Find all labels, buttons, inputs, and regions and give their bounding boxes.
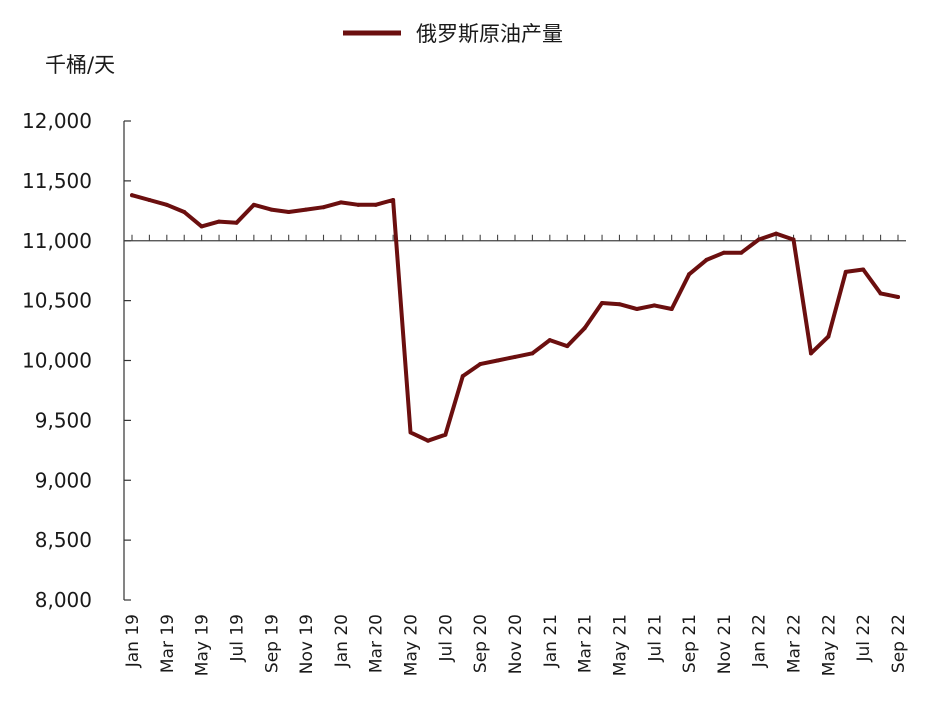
data-point xyxy=(896,295,900,300)
data-point xyxy=(164,202,169,207)
x-tick-label: Mar 19 xyxy=(158,614,178,673)
legend: 俄罗斯原油产量 xyxy=(343,22,563,46)
data-point xyxy=(199,224,204,229)
data-point xyxy=(321,205,326,210)
data-point xyxy=(547,338,552,343)
data-point xyxy=(338,200,343,205)
x-tick-label: Jan 19 xyxy=(123,614,143,668)
data-point xyxy=(373,202,378,207)
x-tick-label: Jul 19 xyxy=(227,614,247,663)
data-point xyxy=(582,326,587,331)
data-point xyxy=(478,362,483,367)
x-tick-label: Jul 21 xyxy=(645,614,665,663)
y-unit-label: 千桶/天 xyxy=(45,53,115,77)
data-point xyxy=(843,269,848,274)
x-tick-label: Jul 20 xyxy=(436,614,456,663)
data-point xyxy=(513,354,517,359)
y-tick-label: 12,000 xyxy=(22,109,92,133)
data-point xyxy=(286,210,291,215)
data-point xyxy=(721,250,726,255)
data-point xyxy=(130,193,134,198)
y-tick-label: 10,000 xyxy=(22,349,92,373)
x-tick-label: Sep 19 xyxy=(262,614,282,673)
x-tick-label: May 19 xyxy=(193,614,213,676)
x-tick-label: Sep 21 xyxy=(680,614,700,673)
x-tick-label: Jan 22 xyxy=(750,614,770,668)
data-point xyxy=(217,219,222,224)
data-point xyxy=(861,267,866,272)
y-tick-label: 10,500 xyxy=(22,289,92,313)
x-tick-label: Jan 20 xyxy=(332,614,352,668)
data-point xyxy=(530,351,535,356)
x-tick-label: May 22 xyxy=(819,614,839,676)
y-tick-label: 11,500 xyxy=(22,169,92,193)
y-tick-label: 8,000 xyxy=(35,588,92,612)
x-tick-label: Mar 20 xyxy=(367,614,387,673)
y-tick-label: 9,000 xyxy=(35,468,92,492)
data-point xyxy=(704,257,709,262)
x-tick-label: May 20 xyxy=(402,614,422,676)
x-tick-label: Nov 20 xyxy=(506,614,526,674)
data-point xyxy=(791,237,796,242)
data-point xyxy=(460,374,465,379)
y-tick-label: 9,500 xyxy=(35,408,92,432)
data-point xyxy=(182,210,187,215)
data-point xyxy=(652,303,657,308)
x-tick-label: Jan 21 xyxy=(541,614,561,668)
data-point xyxy=(878,291,883,296)
data-point xyxy=(443,432,448,437)
data-point xyxy=(687,272,692,277)
data-point xyxy=(565,344,570,349)
data-point xyxy=(826,334,831,339)
data-point xyxy=(774,231,779,236)
data-point xyxy=(304,207,309,212)
x-tick-label: Mar 21 xyxy=(576,614,596,673)
x-tick-label: Sep 22 xyxy=(889,614,909,673)
y-tick-label: 11,000 xyxy=(22,229,92,253)
y-axis: 12,000 11,500 11,000 10,500 10,000 9,500 9,000… xyxy=(22,109,131,612)
x-axis: Jan 19 Mar 19 May 19 Jul 19 Sep 19 Nov 19 Jan … xyxy=(123,234,909,676)
x-tick-label: Sep 20 xyxy=(471,614,491,673)
data-point xyxy=(147,198,152,203)
x-tick-label: Mar 22 xyxy=(785,614,805,673)
y-tick-label: 8,500 xyxy=(35,528,92,552)
data-point xyxy=(495,358,500,363)
data-point xyxy=(269,207,274,212)
data-point xyxy=(425,438,430,443)
data-point xyxy=(408,430,413,435)
data-point xyxy=(617,302,622,307)
data-point xyxy=(356,202,361,207)
x-tick-label: Nov 21 xyxy=(715,614,735,674)
data-point xyxy=(756,237,761,242)
data-point xyxy=(600,301,605,306)
series-line xyxy=(130,193,900,443)
x-tick-label: Jul 22 xyxy=(854,614,874,663)
x-tick-label: Nov 19 xyxy=(297,614,317,674)
data-point xyxy=(391,198,396,203)
legend-label: 俄罗斯原油产量 xyxy=(416,22,563,46)
data-point xyxy=(808,351,813,356)
series-group xyxy=(130,193,900,443)
data-point xyxy=(739,250,744,255)
data-point xyxy=(251,202,256,207)
data-point xyxy=(634,307,639,312)
data-point xyxy=(669,307,674,312)
x-tick-label: May 21 xyxy=(610,614,630,676)
data-point xyxy=(234,220,239,225)
